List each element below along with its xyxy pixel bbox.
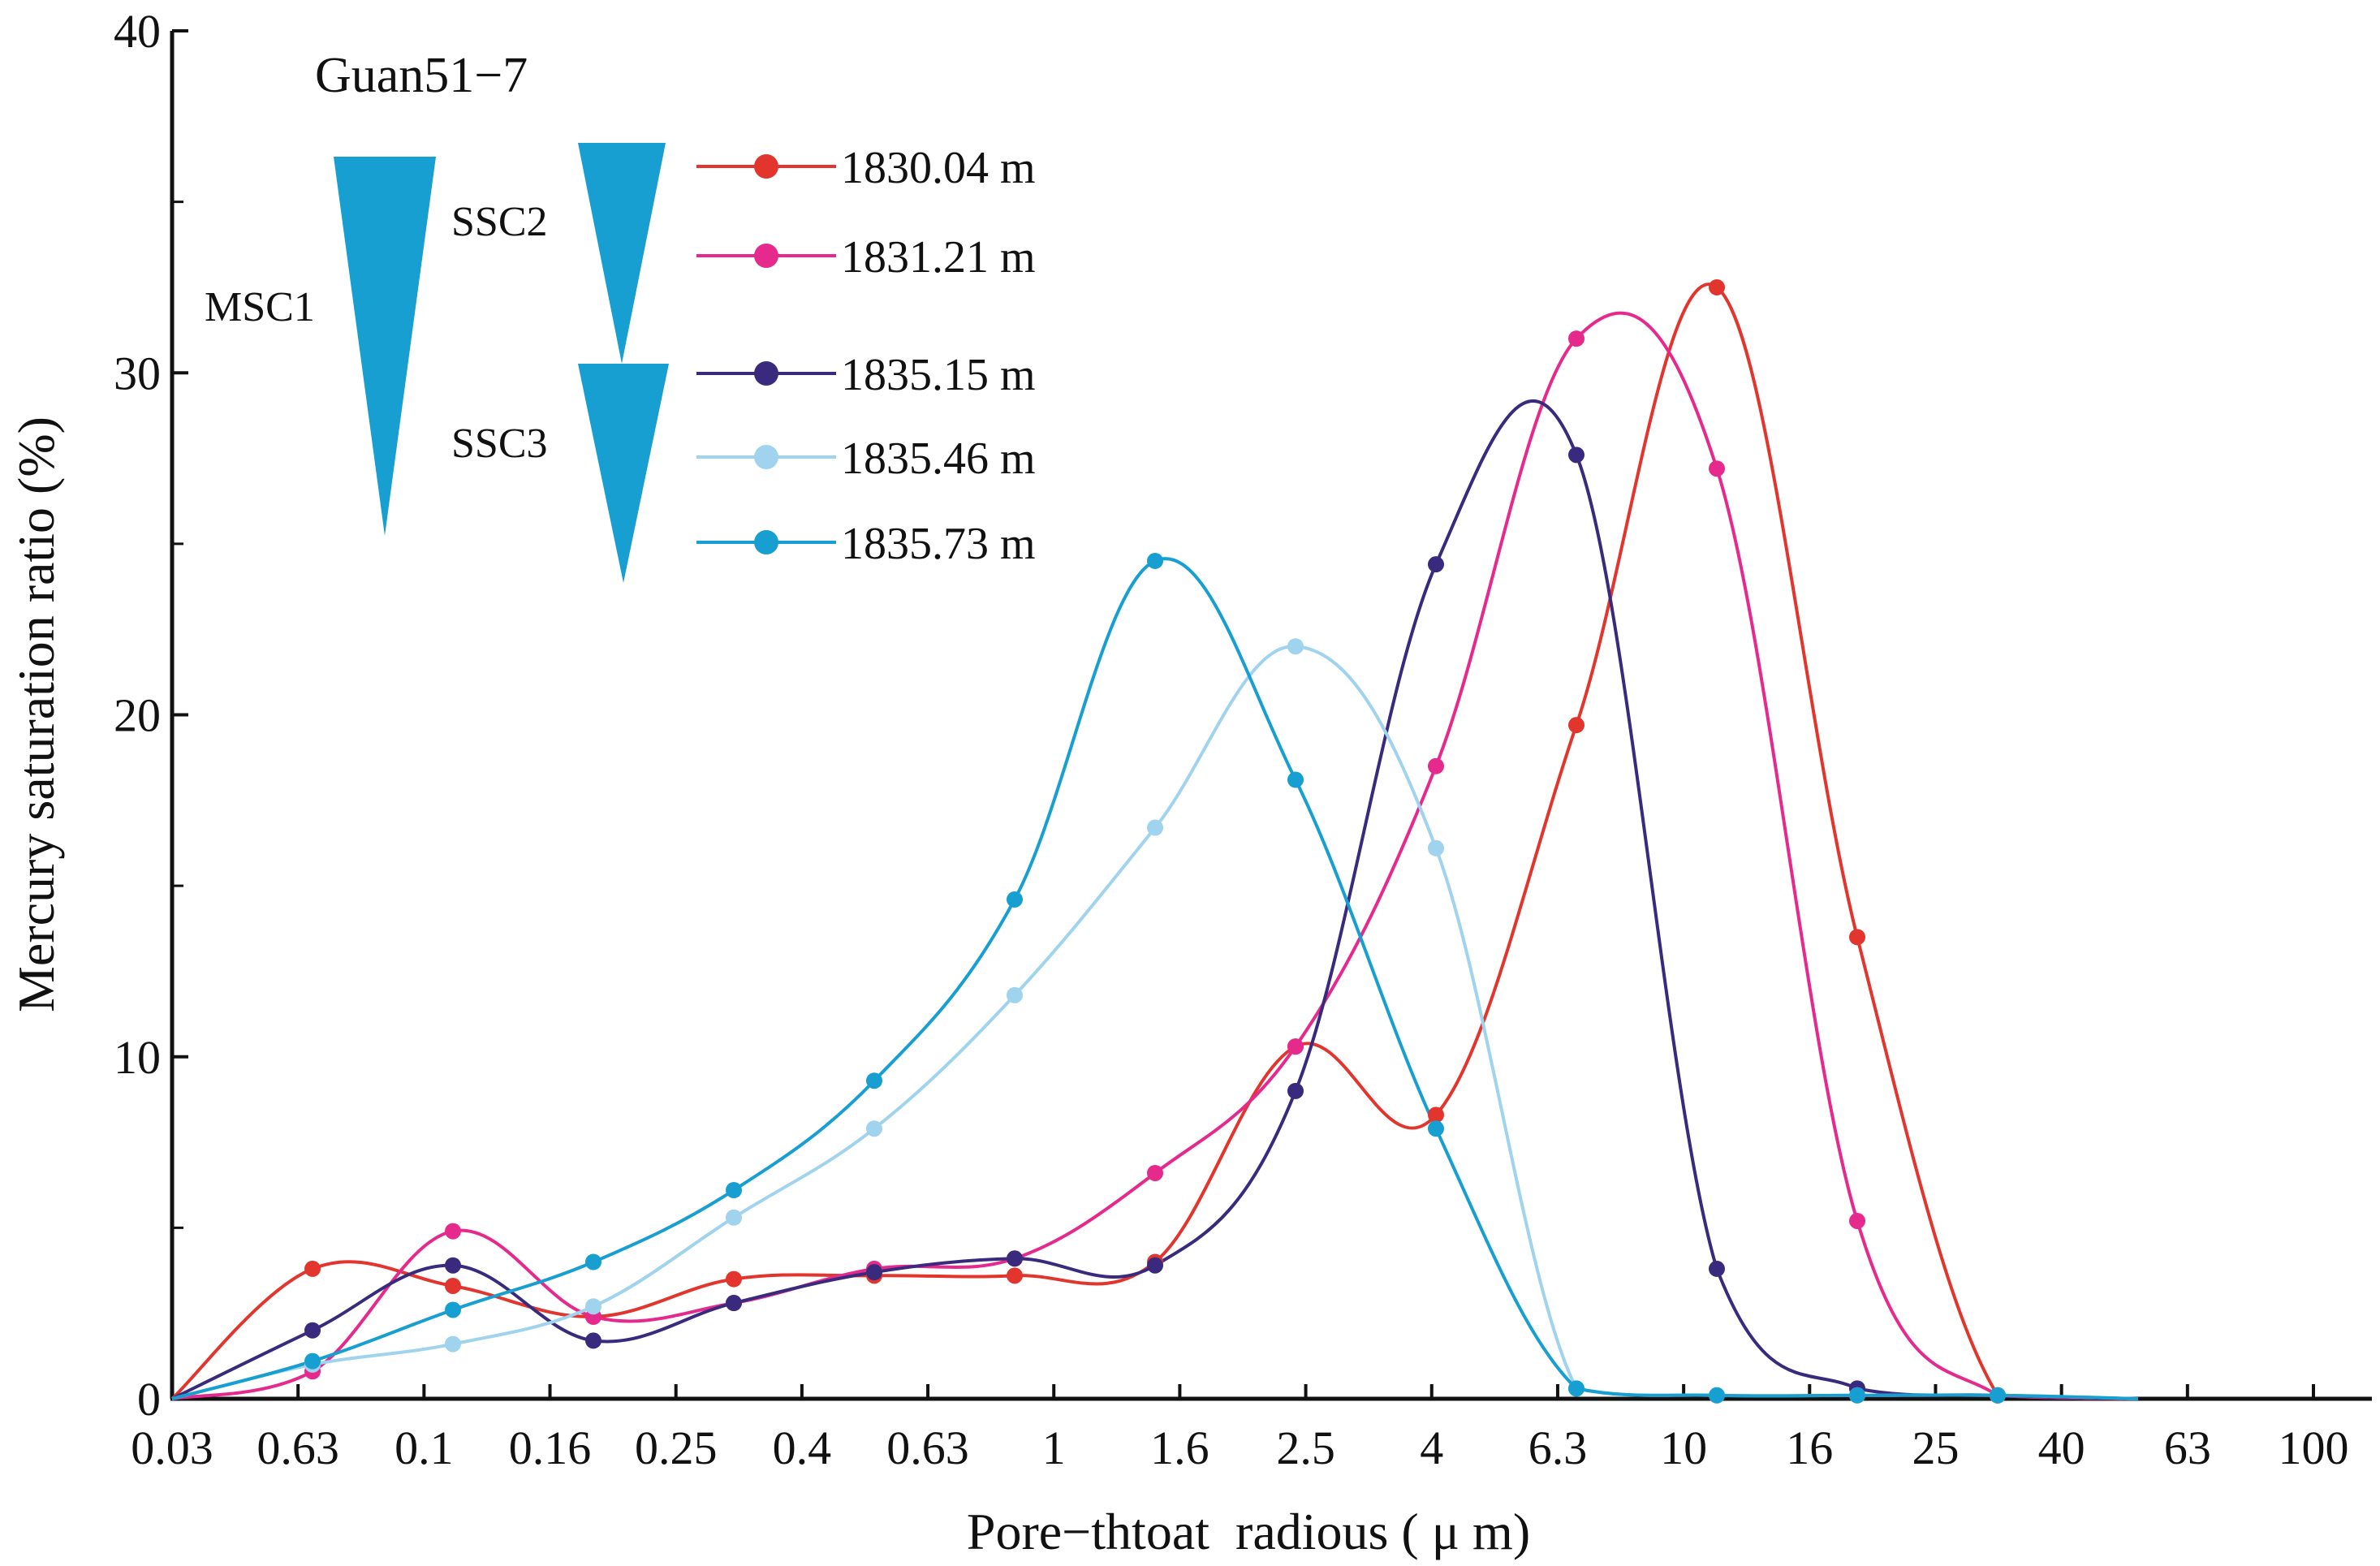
axis-ticks: 0.03 0.63 0.1 0.16 0.25 0.4 0.63 1 1.6 2.5 4 6.3 10 1… <box>114 5 2349 1474</box>
data-point <box>866 1264 882 1281</box>
data-point <box>1007 986 1023 1003</box>
ssc2-label: SSC2 <box>451 199 548 245</box>
data-point <box>585 1298 601 1315</box>
data-point <box>726 1209 742 1226</box>
data-point <box>585 1253 601 1270</box>
data-point <box>1428 556 1444 573</box>
data-point <box>585 1332 601 1349</box>
x-tick-label: 100 <box>2279 1421 2349 1474</box>
data-point <box>726 1182 742 1199</box>
msc1-wedge-shape <box>334 157 436 536</box>
x-tick-label: 0.63 <box>886 1421 969 1474</box>
y-axis-label: Mercury saturation ratio (%) <box>7 416 65 1012</box>
legend-label: 1835.15 m <box>841 350 1036 400</box>
data-point <box>1007 1267 1023 1284</box>
data-point <box>866 1120 882 1137</box>
msc1-label: MSC1 <box>205 284 315 330</box>
x-tick-label: 0.63 <box>257 1421 339 1474</box>
series-points <box>304 278 2006 1404</box>
x-tick-label: 10 <box>1660 1421 1707 1474</box>
ssc2-wedge-shape <box>578 143 666 364</box>
data-point <box>866 1072 882 1089</box>
data-point <box>445 1223 461 1240</box>
data-point <box>1849 1387 1865 1404</box>
legend-label: 1830.04 m <box>841 143 1036 193</box>
x-tick-label: 0.16 <box>509 1421 592 1474</box>
x-tick-label: 2.5 <box>1276 1421 1335 1474</box>
x-axis-label: Pore−thtoat radious ( μ m) <box>967 1503 1530 1560</box>
legend-label: 1831.21 m <box>841 232 1036 283</box>
data-point <box>1428 839 1444 856</box>
data-point <box>1709 1387 1725 1404</box>
sequence-markers: MSC1 SSC2 SSC3 <box>205 143 669 583</box>
data-point <box>1287 771 1304 788</box>
data-point <box>1428 1107 1444 1124</box>
x-tick-label: 40 <box>2038 1421 2085 1474</box>
x-tick-label: 6.3 <box>1528 1421 1588 1474</box>
data-point <box>726 1270 742 1288</box>
legend-label: 1835.73 m <box>841 519 1036 569</box>
data-point <box>726 1295 742 1312</box>
data-point <box>1007 1250 1023 1267</box>
data-point <box>1849 1212 1865 1229</box>
data-point <box>1287 1038 1304 1055</box>
data-point <box>304 1352 321 1370</box>
data-point <box>1147 819 1163 836</box>
x-tick-label: 0.1 <box>395 1421 454 1474</box>
data-point <box>1709 278 1725 296</box>
x-tick-label: 25 <box>1912 1421 1959 1474</box>
data-point <box>1287 638 1304 655</box>
data-point <box>1287 1082 1304 1099</box>
data-point <box>1568 717 1585 734</box>
data-point <box>1147 1164 1163 1181</box>
data-point <box>1568 447 1585 464</box>
data-point <box>1007 891 1023 908</box>
series-line <box>171 399 2139 1400</box>
ssc3-label: SSC3 <box>451 421 548 467</box>
data-point <box>304 1260 321 1277</box>
x-tick-label: 4 <box>1420 1421 1443 1474</box>
data-point <box>445 1257 461 1274</box>
data-point <box>304 1322 321 1339</box>
x-tick-label: 63 <box>2164 1421 2211 1474</box>
x-tick-label: 0.25 <box>635 1421 718 1474</box>
y-tick-label: 10 <box>114 1031 161 1084</box>
data-point <box>1428 1120 1444 1137</box>
data-point <box>1568 330 1585 347</box>
legend-swatch-marker <box>754 244 778 268</box>
x-tick-label: 1.6 <box>1150 1421 1209 1474</box>
ssc3-wedge-shape <box>578 364 669 583</box>
data-point <box>445 1335 461 1352</box>
legend-swatch-marker <box>754 530 778 554</box>
data-point <box>445 1277 461 1294</box>
data-point <box>445 1301 461 1318</box>
y-tick-label: 20 <box>114 689 161 742</box>
data-point <box>1147 1257 1163 1274</box>
series-line <box>171 557 2139 1400</box>
x-tick-label: 1 <box>1042 1421 1066 1474</box>
series-line <box>170 283 2139 1400</box>
x-tick-label: 0.4 <box>773 1421 832 1474</box>
x-tick-label: 16 <box>1786 1421 1833 1474</box>
data-point <box>1428 757 1444 774</box>
data-point <box>1709 460 1725 477</box>
y-tick-label: 30 <box>114 347 161 399</box>
legend-swatch-marker <box>754 154 778 179</box>
legend: 1830.04 m 1831.21 m 1835.15 m 1835.46 m 1835… <box>696 143 1036 569</box>
y-tick-label: 0 <box>137 1373 161 1426</box>
legend-label: 1835.46 m <box>841 434 1036 484</box>
series-line <box>171 645 2139 1400</box>
data-point <box>1849 929 1865 946</box>
data-point <box>1568 1380 1585 1397</box>
data-point <box>1990 1387 2006 1404</box>
series-line <box>171 311 2139 1400</box>
y-tick-label: 40 <box>114 5 161 58</box>
data-point <box>1709 1260 1725 1277</box>
legend-swatch-marker <box>754 445 778 469</box>
data-point <box>1147 552 1163 569</box>
annotation-well-name: Guan51−7 <box>315 48 528 103</box>
legend-swatch-marker <box>754 361 778 386</box>
x-tick-label: 0.03 <box>131 1421 213 1474</box>
